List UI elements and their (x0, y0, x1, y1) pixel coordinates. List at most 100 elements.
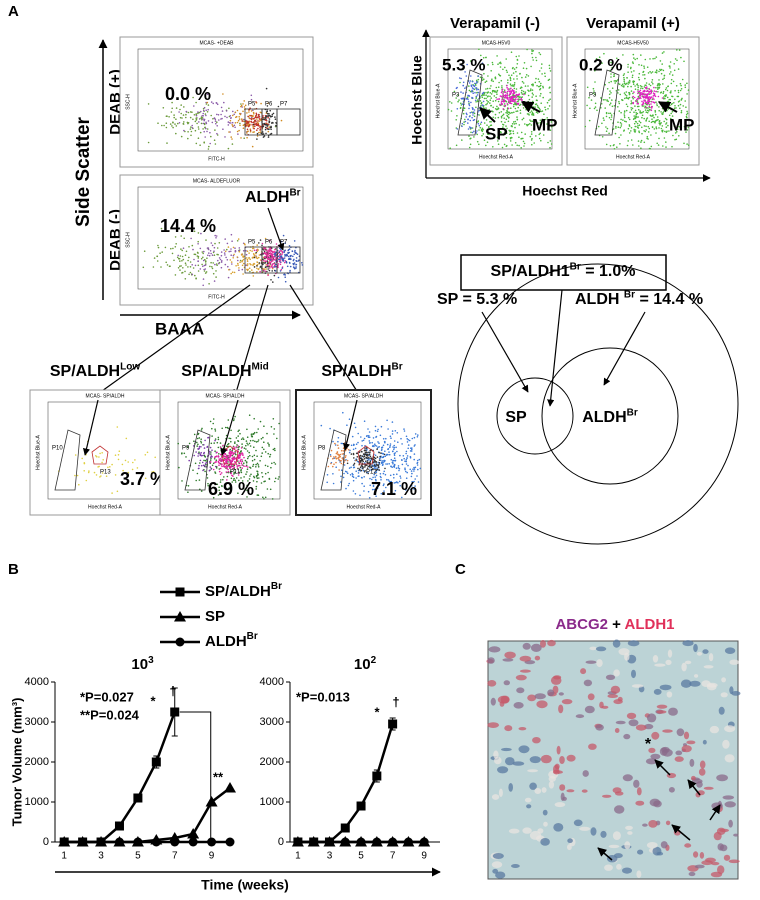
event-dot (154, 257, 156, 259)
event-dot (219, 463, 221, 465)
event-dot (226, 449, 228, 451)
event-dot (492, 62, 494, 64)
tissue-cell (648, 820, 657, 828)
event-dot (172, 122, 174, 124)
event-dot (523, 145, 525, 147)
event-dot (238, 238, 240, 240)
event-dot (196, 445, 198, 447)
event-dot (157, 122, 159, 124)
event-dot (244, 447, 246, 449)
event-dot (472, 92, 474, 94)
event-dot (231, 263, 233, 265)
event-dot (86, 480, 88, 482)
event-dot (242, 269, 244, 271)
event-dot (187, 266, 189, 268)
event-dot (229, 449, 231, 451)
event-dot (212, 122, 214, 124)
event-dot (523, 118, 525, 120)
event-dot (472, 109, 474, 111)
event-dot (197, 438, 199, 440)
event-dot (610, 145, 612, 147)
event-dot (201, 429, 203, 431)
event-dot (646, 91, 648, 93)
event-dot (259, 460, 261, 462)
event-dot (256, 138, 258, 140)
event-dot (231, 458, 233, 460)
annotation: *P=0.027 (80, 689, 134, 704)
event-dot (231, 261, 233, 263)
event-dot (230, 273, 232, 275)
event-dot (680, 57, 682, 59)
event-dot (357, 442, 359, 444)
event-dot (401, 459, 403, 461)
event-dot (504, 67, 506, 69)
event-dot (513, 104, 515, 106)
event-dot (629, 97, 631, 99)
event-dot (549, 147, 551, 149)
event-dot (629, 124, 631, 126)
event-dot (202, 462, 204, 464)
event-dot (333, 483, 335, 485)
event-dot (237, 133, 239, 135)
tissue-cell (700, 761, 706, 769)
event-dot (508, 75, 510, 77)
event-dot (667, 101, 669, 103)
event-dot (226, 468, 228, 470)
event-dot (213, 273, 215, 275)
event-dot (659, 124, 661, 126)
tissue-cell (625, 826, 633, 830)
event-dot (94, 472, 96, 474)
event-dot (513, 72, 515, 74)
plot-y-label: Hoechst Blue-A (435, 83, 441, 118)
event-dot (658, 144, 660, 146)
event-dot (533, 103, 535, 105)
event-dot (208, 148, 210, 150)
event-dot (200, 454, 202, 456)
event-dot (619, 110, 621, 112)
tissue-cell (677, 728, 685, 736)
tissue-cell (535, 693, 546, 699)
event-dot (257, 128, 259, 130)
event-dot (255, 464, 257, 466)
event-dot (215, 120, 217, 122)
event-dot (476, 134, 478, 136)
event-dot (511, 125, 513, 127)
event-dot (646, 86, 648, 88)
callout-part: Br (289, 187, 300, 198)
event-dot (514, 102, 516, 104)
event-dot (188, 460, 190, 462)
event-dot (464, 107, 466, 109)
event-dot (501, 92, 503, 94)
event-dot (243, 250, 245, 252)
event-dot (530, 66, 532, 68)
event-dot (258, 242, 260, 244)
event-dot (542, 87, 544, 89)
event-dot (518, 55, 520, 57)
event-dot (587, 87, 589, 89)
event-dot (639, 96, 641, 98)
event-dot (662, 93, 664, 95)
event-dot (241, 462, 243, 464)
event-dot (521, 99, 523, 101)
event-dot (373, 437, 375, 439)
event-dot (232, 257, 234, 259)
event-dot (617, 106, 619, 108)
tissue-cell (615, 728, 620, 733)
event-dot (172, 248, 174, 250)
event-dot (264, 124, 266, 126)
event-dot (227, 444, 229, 446)
event-dot (220, 442, 222, 444)
event-dot (530, 88, 532, 90)
event-dot (527, 125, 529, 127)
event-dot (480, 105, 482, 107)
event-dot (270, 127, 272, 129)
event-dot (258, 132, 260, 134)
event-dot (215, 270, 217, 272)
event-dot (180, 117, 182, 119)
event-dot (117, 491, 119, 493)
event-dot (343, 473, 345, 475)
event-dot (233, 459, 235, 461)
event-dot (227, 461, 229, 463)
event-dot (209, 255, 211, 257)
event-dot (210, 447, 212, 449)
